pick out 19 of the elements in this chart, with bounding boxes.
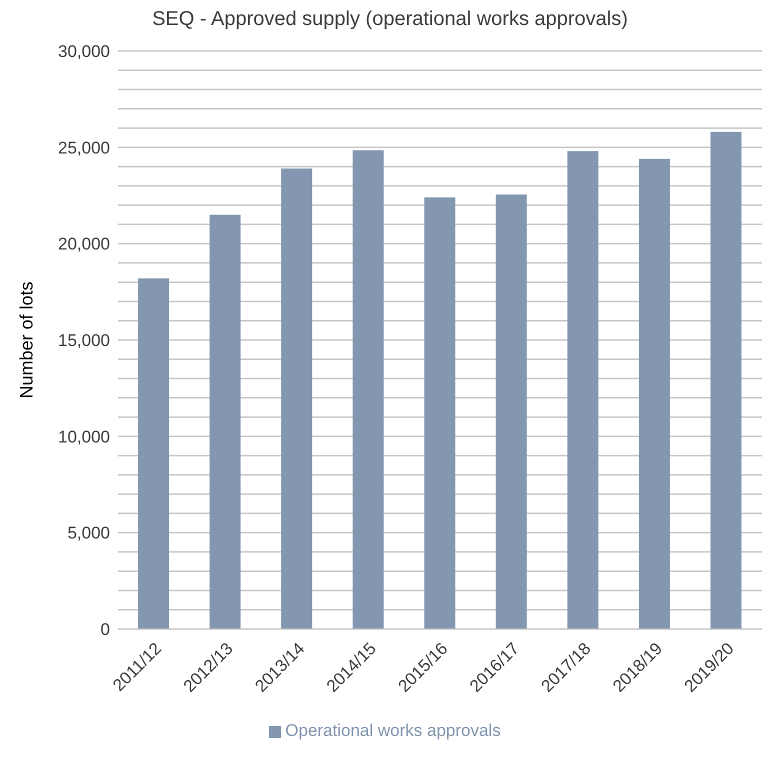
y-tick-label: 15,000 <box>58 331 110 350</box>
y-tick-label: 0 <box>100 620 110 640</box>
text: 5,000 <box>67 524 110 543</box>
y-tick-label: 10,000 <box>58 427 110 446</box>
bar <box>424 197 456 629</box>
bar <box>281 168 312 629</box>
bar <box>138 278 170 629</box>
legend-label: Operational works approvals <box>285 721 501 740</box>
bar <box>710 132 742 629</box>
y-axis-title: Number of lots <box>16 281 36 399</box>
bar <box>638 158 670 629</box>
bar <box>210 214 241 629</box>
y-tick-label: 20,000 <box>58 234 110 254</box>
chart-title: SEQ - Approved supply (operational works approvals) <box>151 8 629 31</box>
bar <box>567 151 598 629</box>
bar <box>352 150 384 629</box>
bar <box>496 194 527 629</box>
y-tick-label: 30,000 <box>58 42 110 62</box>
y-tick-label: 25,000 <box>58 138 110 158</box>
